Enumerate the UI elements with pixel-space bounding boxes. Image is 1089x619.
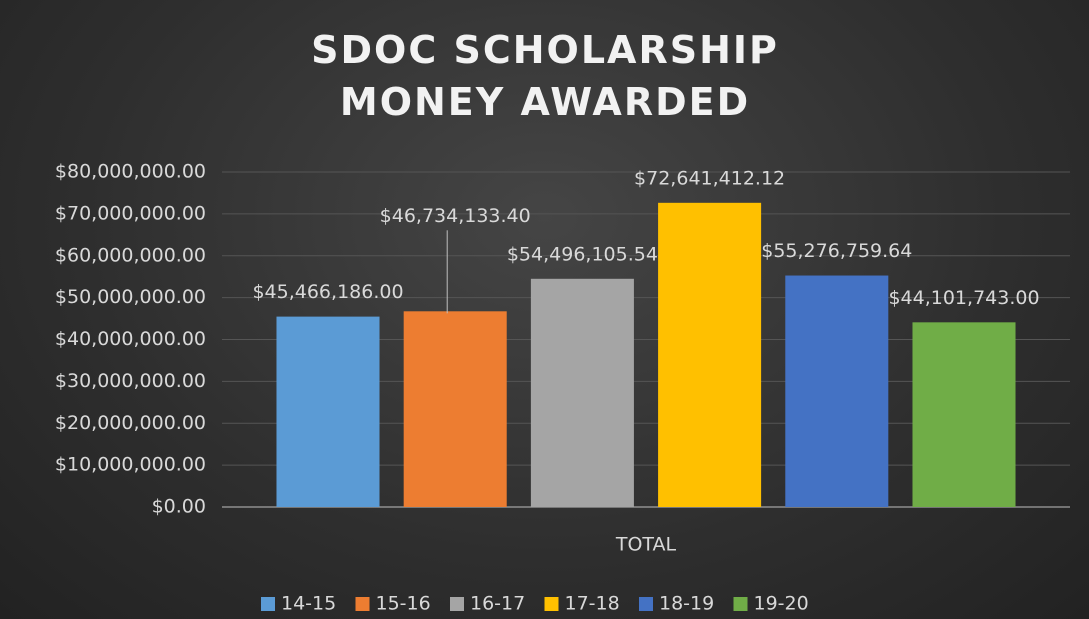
legend-label: 15-16 bbox=[376, 593, 431, 615]
y-tick-label: $0.00 bbox=[152, 496, 206, 518]
legend-label: 14-15 bbox=[281, 593, 336, 615]
legend-label: 16-17 bbox=[470, 593, 525, 615]
y-tick-label: $40,000,000.00 bbox=[55, 328, 206, 350]
legend-label: 17-18 bbox=[565, 593, 620, 615]
legend-swatch bbox=[261, 597, 275, 611]
data-label: $55,276,759.64 bbox=[761, 240, 912, 262]
y-tick-label: $10,000,000.00 bbox=[55, 454, 206, 476]
data-label: $54,496,105.54 bbox=[507, 243, 658, 265]
bar bbox=[912, 322, 1016, 507]
data-label: $44,101,743.00 bbox=[888, 287, 1039, 309]
y-tick-label: $70,000,000.00 bbox=[55, 202, 206, 224]
y-tick-label: $50,000,000.00 bbox=[55, 286, 206, 308]
legend-swatch bbox=[544, 597, 559, 611]
bar bbox=[276, 316, 380, 507]
legend-swatch bbox=[639, 597, 653, 611]
x-tick-label: TOTAL bbox=[615, 534, 677, 556]
data-label: $46,734,133.40 bbox=[380, 205, 531, 227]
y-tick-label: $30,000,000.00 bbox=[55, 370, 206, 392]
y-tick-label: $80,000,000.00 bbox=[55, 161, 206, 183]
legend-label: 18-19 bbox=[659, 593, 714, 615]
bar bbox=[658, 202, 762, 507]
bar bbox=[785, 275, 889, 507]
bar bbox=[530, 278, 634, 507]
data-label: $72,641,412.12 bbox=[634, 167, 785, 189]
y-tick-label: $20,000,000.00 bbox=[55, 412, 206, 434]
chart-title: SDOC SCHOLARSHIP MONEY AWARDED bbox=[311, 28, 779, 124]
legend-label: 19-20 bbox=[754, 593, 809, 615]
y-tick-label: $60,000,000.00 bbox=[55, 244, 206, 266]
legend-swatch bbox=[733, 597, 748, 611]
legend-swatch bbox=[450, 597, 464, 611]
data-label: $45,466,186.00 bbox=[252, 281, 403, 303]
bar bbox=[403, 311, 507, 507]
legend-swatch bbox=[355, 597, 370, 611]
